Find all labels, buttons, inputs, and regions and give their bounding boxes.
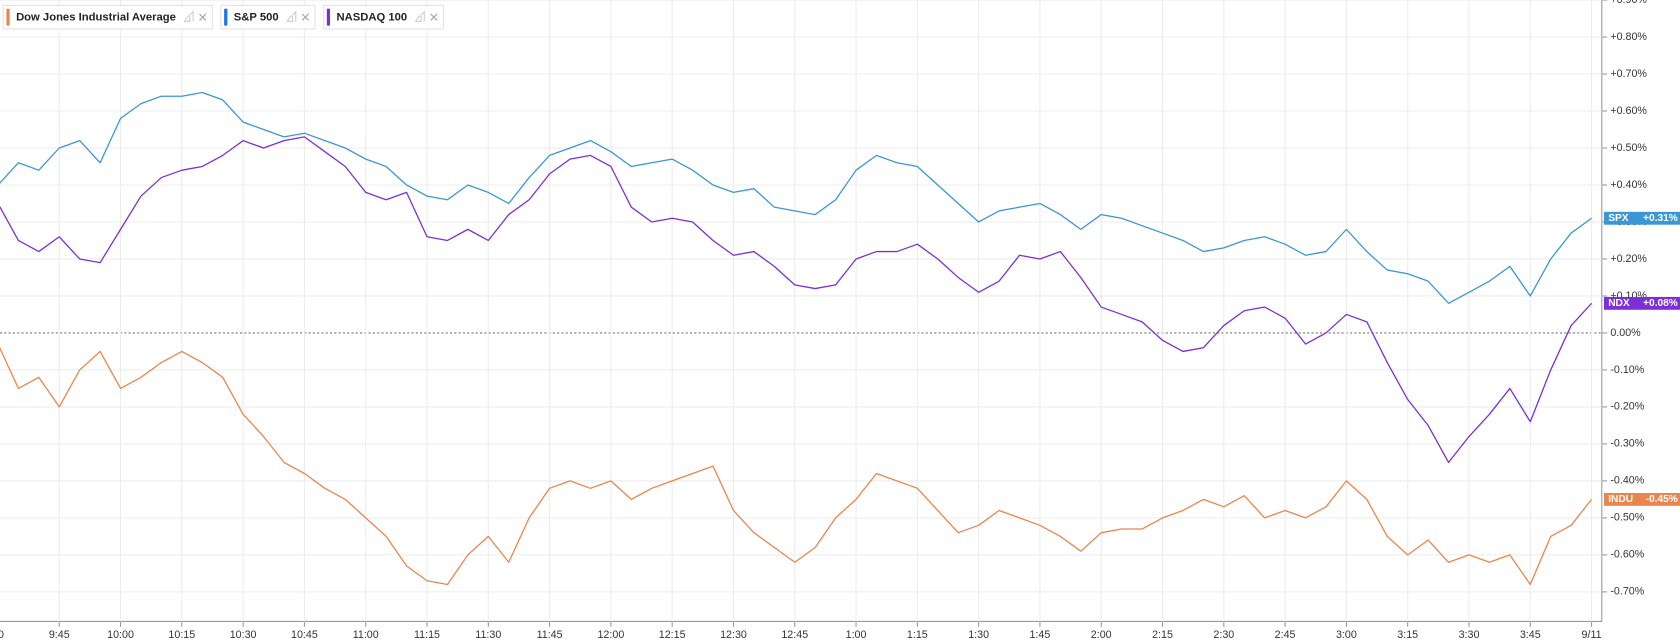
x-tick-label: 12:45 bbox=[781, 629, 808, 641]
x-tick-label: 10 bbox=[0, 629, 4, 641]
end-badge: INDU -0.45% bbox=[1603, 492, 1680, 506]
legend-label[interactable]: NASDAQ 100 bbox=[336, 12, 407, 24]
badge-symbol: NDX bbox=[1608, 298, 1630, 309]
x-tick-label: 11:00 bbox=[353, 629, 379, 641]
legend-swatch bbox=[6, 8, 10, 26]
legend-icon[interactable] bbox=[414, 10, 425, 23]
badge-value: +0.08% bbox=[1643, 298, 1678, 309]
series-line bbox=[0, 136, 1593, 464]
x-tick-label: 2:30 bbox=[1213, 629, 1234, 641]
x-tick-label: 12:15 bbox=[659, 629, 686, 641]
x-tick-label: 11:30 bbox=[475, 629, 501, 641]
x-tick-label: 1:45 bbox=[1030, 629, 1051, 641]
x-tick-label: 9:45 bbox=[49, 629, 70, 641]
badge-bg bbox=[1603, 296, 1680, 310]
y-tick-label: +0.20% bbox=[1610, 253, 1647, 265]
x-tick-label: 12:00 bbox=[597, 629, 624, 641]
x-tick-label: 3:30 bbox=[1459, 629, 1480, 641]
x-tick-label: 3:15 bbox=[1397, 629, 1418, 641]
badge-bg bbox=[1603, 492, 1680, 506]
x-tick-label: 9/11 bbox=[1582, 629, 1602, 641]
badge-value: +0.31% bbox=[1643, 213, 1678, 224]
legend-box[interactable] bbox=[323, 4, 445, 30]
legend-box[interactable] bbox=[220, 4, 316, 30]
x-tick-label: 2:15 bbox=[1152, 629, 1173, 641]
x-tick-label: 11:15 bbox=[414, 629, 440, 641]
x-tick-label: 10:45 bbox=[291, 629, 318, 641]
legend-item[interactable]: S&P 500 bbox=[220, 4, 316, 30]
x-tick-label: 10:00 bbox=[107, 629, 134, 641]
y-tick-label: +0.40% bbox=[1610, 179, 1647, 191]
legend-label[interactable]: Dow Jones Industrial Average bbox=[16, 12, 176, 24]
x-tick-label: 1:15 bbox=[907, 629, 928, 641]
y-tick-label: -0.60% bbox=[1610, 549, 1644, 561]
legend-swatch bbox=[224, 8, 228, 26]
badge-symbol: INDU bbox=[1608, 494, 1633, 505]
legend-item[interactable]: NASDAQ 100 bbox=[323, 4, 445, 30]
badge-value: -0.45% bbox=[1646, 494, 1678, 505]
legend-swatch bbox=[326, 8, 331, 26]
x-tick-label: 12:30 bbox=[720, 629, 747, 641]
grid bbox=[0, 0, 1602, 622]
badge-symbol: SPX bbox=[1608, 213, 1629, 224]
y-tick-label: +0.70% bbox=[1610, 68, 1647, 80]
series-line bbox=[0, 346, 1593, 586]
y-tick-label: -0.10% bbox=[1610, 364, 1644, 376]
y-tick-label: +0.60% bbox=[1610, 105, 1647, 117]
legend-close[interactable] bbox=[199, 13, 207, 21]
series-line bbox=[0, 91, 1592, 305]
x-tick-label: 1:00 bbox=[846, 629, 867, 641]
y-tick-label: +0.80% bbox=[1610, 31, 1647, 43]
legend-item[interactable]: Dow Jones Industrial Average bbox=[2, 4, 213, 30]
y-tick-label: -0.40% bbox=[1610, 475, 1644, 487]
x-tick-label: 11:45 bbox=[537, 629, 563, 641]
end-badge: NDX +0.08% bbox=[1603, 296, 1680, 310]
y-tick-label: +0.50% bbox=[1610, 142, 1647, 154]
x-tick-label: 2:00 bbox=[1091, 629, 1112, 641]
legend-close[interactable] bbox=[301, 13, 310, 21]
legend-icon[interactable] bbox=[286, 10, 297, 23]
x-tick-label: 10:30 bbox=[230, 629, 257, 641]
x-tick-label: 2:45 bbox=[1275, 629, 1296, 641]
legend-close[interactable] bbox=[430, 13, 438, 21]
x-tick-label: 1:30 bbox=[968, 629, 989, 641]
badge-bg bbox=[1603, 211, 1680, 225]
y-tick-label: -0.30% bbox=[1610, 438, 1644, 450]
y-tick-label: -0.20% bbox=[1610, 401, 1644, 413]
x-tick-label: 10:15 bbox=[168, 629, 195, 641]
x-tick-label: 3:45 bbox=[1520, 629, 1541, 641]
y-tick-label: 0.00% bbox=[1610, 327, 1641, 339]
legend-label[interactable]: S&P 500 bbox=[234, 12, 279, 24]
end-badge: SPX +0.31% bbox=[1603, 211, 1680, 225]
y-tick-label: -0.50% bbox=[1610, 512, 1644, 524]
x-tick-label: 3:00 bbox=[1336, 629, 1357, 641]
y-tick-label: +0.90% bbox=[1610, 0, 1647, 6]
y-tick-label: -0.70% bbox=[1610, 586, 1644, 598]
legend-icon[interactable] bbox=[183, 10, 194, 23]
legend-box[interactable] bbox=[2, 4, 213, 30]
